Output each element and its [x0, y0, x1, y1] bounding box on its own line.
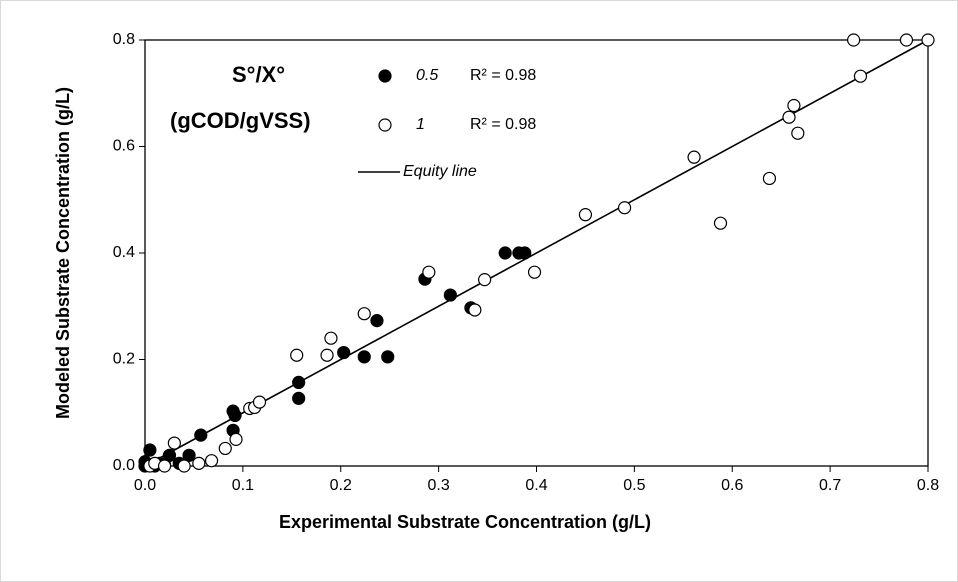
point — [468, 303, 482, 317]
point — [204, 454, 219, 468]
point — [192, 456, 206, 470]
point — [290, 348, 304, 362]
point — [337, 345, 351, 360]
point — [357, 307, 371, 321]
point — [320, 348, 334, 362]
legend-label: 1 — [416, 116, 425, 133]
legend-title: (gCOD/gVSS) — [170, 108, 311, 133]
point — [218, 441, 232, 456]
point — [578, 208, 593, 222]
point — [167, 436, 181, 450]
legend-marker — [378, 69, 392, 83]
point — [782, 110, 796, 124]
x-axis-label: Experimental Substrate Concentration (g/… — [279, 512, 651, 532]
point — [143, 443, 157, 457]
x-tick-label: 0.7 — [819, 477, 841, 494]
point — [787, 98, 801, 113]
x-tick-label: 0.1 — [232, 477, 254, 494]
point — [617, 201, 632, 215]
point — [182, 448, 196, 462]
r2-label: R² = 0.98 — [470, 67, 536, 84]
point — [687, 150, 701, 164]
point — [162, 448, 177, 462]
point — [518, 246, 532, 260]
point — [921, 33, 935, 47]
point — [370, 314, 384, 328]
point — [422, 265, 436, 279]
point — [292, 391, 306, 405]
x-tick-label: 0.8 — [917, 477, 939, 494]
point — [292, 375, 306, 389]
x-tick-label: 0.5 — [623, 477, 645, 494]
legend-marker — [378, 118, 392, 132]
point — [157, 459, 172, 473]
point — [228, 408, 242, 423]
point — [229, 432, 243, 446]
point — [177, 459, 191, 473]
point — [381, 350, 395, 364]
point — [443, 288, 457, 302]
point — [478, 273, 492, 287]
point — [357, 350, 371, 364]
y-axis-label: Modeled Substrate Concentration (g/L) — [53, 87, 73, 419]
point — [527, 265, 542, 279]
y-tick-label: 0.4 — [113, 244, 135, 261]
point — [498, 246, 512, 260]
r2-label: R² = 0.98 — [470, 116, 536, 133]
point — [762, 171, 777, 186]
legend-label: Equity line — [403, 163, 477, 180]
x-tick-label: 0.6 — [721, 477, 743, 494]
x-tick-label: 0.2 — [330, 477, 352, 494]
y-tick-label: 0.0 — [113, 457, 135, 474]
point — [252, 395, 267, 409]
point — [899, 33, 914, 47]
x-tick-label: 0.0 — [134, 477, 156, 494]
point — [324, 331, 338, 345]
y-tick-label: 0.2 — [113, 351, 135, 368]
point — [713, 216, 728, 230]
legend-title: S°/X° — [232, 62, 285, 87]
point — [853, 69, 868, 83]
point — [194, 428, 208, 442]
x-tick-label: 0.4 — [525, 477, 547, 494]
x-tick-label: 0.3 — [428, 477, 450, 494]
legend-label: 0.5 — [416, 67, 438, 84]
y-tick-label: 0.8 — [113, 31, 135, 48]
y-tick-label: 0.6 — [113, 138, 135, 155]
point — [791, 126, 805, 140]
point — [847, 33, 861, 47]
